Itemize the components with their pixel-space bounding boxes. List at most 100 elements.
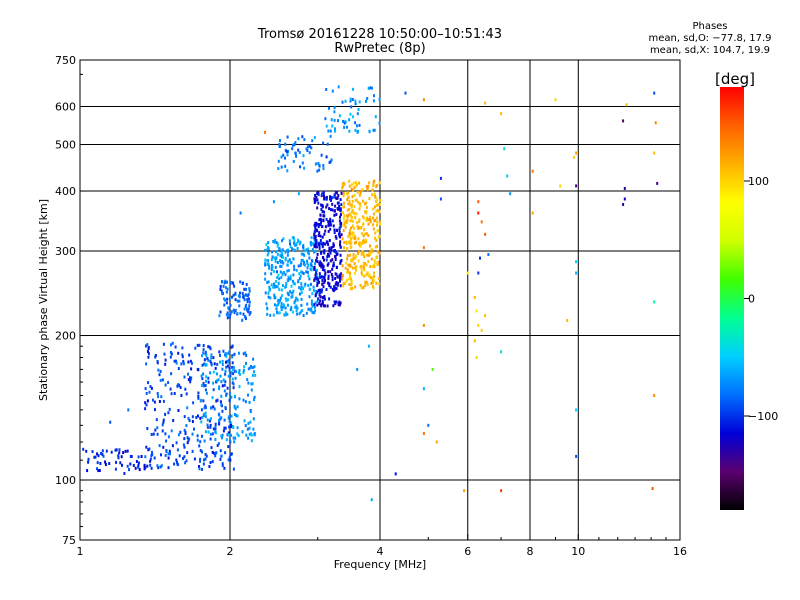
data-point bbox=[473, 339, 476, 343]
data-point bbox=[306, 302, 309, 306]
data-point bbox=[332, 224, 335, 228]
data-point bbox=[235, 370, 238, 374]
data-point bbox=[348, 283, 351, 286]
data-point bbox=[232, 365, 235, 369]
data-point bbox=[295, 309, 298, 313]
data-point bbox=[575, 454, 578, 458]
data-point bbox=[210, 406, 212, 410]
data-point bbox=[285, 281, 288, 285]
data-point bbox=[316, 252, 319, 256]
data-point bbox=[316, 242, 319, 246]
data-point bbox=[101, 453, 104, 456]
data-point bbox=[335, 212, 338, 216]
data-point bbox=[373, 212, 376, 216]
data-point bbox=[201, 363, 204, 367]
data-point bbox=[356, 224, 359, 228]
data-point bbox=[277, 303, 280, 307]
data-point bbox=[226, 316, 229, 320]
data-point bbox=[178, 384, 181, 387]
data-point bbox=[146, 343, 149, 347]
data-point bbox=[278, 277, 281, 281]
data-point bbox=[323, 304, 325, 308]
data-point bbox=[311, 304, 314, 308]
data-point bbox=[209, 371, 212, 375]
data-point bbox=[286, 312, 289, 316]
data-point bbox=[248, 312, 251, 316]
data-point bbox=[283, 313, 286, 317]
data-point bbox=[167, 381, 170, 384]
data-point bbox=[351, 115, 354, 119]
data-point bbox=[369, 218, 372, 222]
data-point bbox=[294, 305, 297, 309]
data-point bbox=[367, 185, 370, 188]
data-point bbox=[378, 203, 381, 206]
data-point bbox=[187, 416, 190, 420]
data-point bbox=[344, 281, 347, 285]
data-point bbox=[344, 99, 347, 103]
data-point bbox=[220, 454, 223, 458]
data-point bbox=[339, 261, 342, 265]
data-point bbox=[238, 397, 241, 401]
data-point bbox=[199, 416, 202, 420]
data-point bbox=[284, 156, 286, 160]
data-point bbox=[132, 464, 135, 467]
data-point bbox=[293, 239, 296, 243]
data-point bbox=[248, 300, 251, 304]
data-point bbox=[351, 87, 354, 91]
data-point bbox=[216, 362, 219, 366]
data-point bbox=[164, 383, 167, 387]
data-point bbox=[339, 215, 341, 219]
data-point bbox=[289, 242, 291, 246]
data-point bbox=[210, 361, 213, 365]
data-point bbox=[144, 401, 147, 405]
data-point bbox=[316, 299, 319, 303]
data-point bbox=[220, 380, 223, 384]
data-point bbox=[320, 242, 323, 246]
data-point bbox=[355, 254, 358, 258]
data-point bbox=[350, 105, 353, 109]
data-point bbox=[292, 248, 295, 252]
data-point bbox=[295, 268, 298, 272]
data-point bbox=[367, 274, 370, 278]
data-point bbox=[336, 207, 339, 210]
data-point bbox=[121, 463, 123, 467]
data-point bbox=[475, 309, 478, 313]
data-point bbox=[251, 373, 254, 377]
data-point bbox=[197, 396, 200, 400]
data-point bbox=[331, 258, 334, 262]
data-point bbox=[312, 285, 315, 289]
data-point bbox=[301, 309, 304, 313]
data-point bbox=[152, 398, 154, 402]
data-point bbox=[435, 440, 438, 444]
data-point bbox=[315, 290, 318, 294]
data-point bbox=[439, 197, 442, 201]
data-point bbox=[204, 415, 207, 419]
data-point bbox=[354, 268, 357, 272]
data-point bbox=[212, 381, 215, 385]
data-point bbox=[164, 432, 167, 436]
data-point bbox=[167, 411, 170, 415]
data-point bbox=[340, 272, 343, 276]
data-point bbox=[346, 208, 349, 212]
data-point bbox=[373, 275, 376, 279]
data-point bbox=[146, 464, 149, 468]
data-point bbox=[177, 351, 180, 355]
data-point bbox=[327, 252, 329, 256]
data-point bbox=[623, 197, 626, 201]
data-point bbox=[190, 376, 193, 380]
data-point bbox=[329, 285, 332, 289]
data-point bbox=[358, 193, 361, 197]
data-point bbox=[331, 202, 334, 206]
data-point bbox=[323, 258, 325, 262]
data-point bbox=[357, 129, 359, 133]
data-point bbox=[318, 275, 321, 279]
data-point bbox=[290, 305, 293, 309]
data-point bbox=[291, 247, 293, 251]
data-point bbox=[349, 237, 352, 241]
data-point bbox=[202, 372, 205, 376]
data-point bbox=[279, 264, 282, 268]
data-point bbox=[342, 217, 345, 221]
data-point bbox=[355, 183, 358, 187]
data-point bbox=[243, 307, 246, 311]
data-point bbox=[342, 284, 345, 288]
